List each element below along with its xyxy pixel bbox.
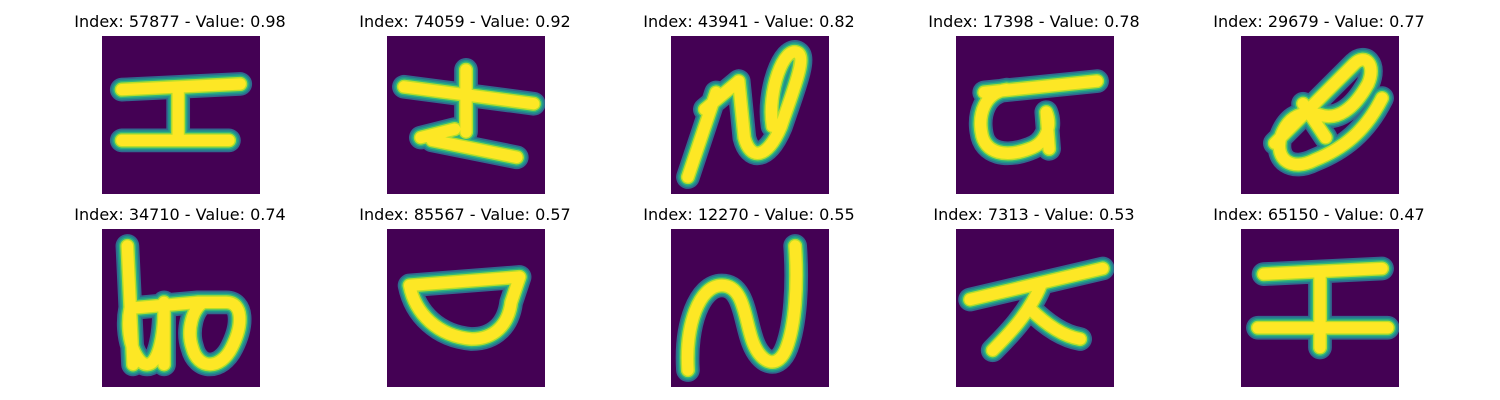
image-cell: Index: 85567 - Value: 0.57 xyxy=(335,205,595,385)
image-cell: Index: 17398 - Value: 0.78 xyxy=(904,12,1164,192)
character-image xyxy=(1241,229,1399,387)
image-cell: Index: 74059 - Value: 0.92 xyxy=(335,12,595,192)
image-title: Index: 74059 - Value: 0.92 xyxy=(335,12,595,32)
character-image xyxy=(102,229,260,387)
character-image xyxy=(671,36,829,194)
character-image xyxy=(1241,36,1399,194)
image-cell: Index: 7313 - Value: 0.53 xyxy=(904,205,1164,385)
image-title: Index: 12270 - Value: 0.55 xyxy=(619,205,879,225)
image-cell: Index: 12270 - Value: 0.55 xyxy=(619,205,879,385)
character-image xyxy=(387,229,545,387)
image-title: Index: 34710 - Value: 0.74 xyxy=(50,205,310,225)
image-title: Index: 43941 - Value: 0.82 xyxy=(619,12,879,32)
image-cell: Index: 57877 - Value: 0.98 xyxy=(50,12,310,192)
character-image xyxy=(102,36,260,194)
image-title: Index: 65150 - Value: 0.47 xyxy=(1189,205,1449,225)
character-image xyxy=(671,229,829,387)
character-image xyxy=(387,36,545,194)
character-image xyxy=(956,36,1114,194)
image-cell: Index: 65150 - Value: 0.47 xyxy=(1189,205,1449,385)
image-title: Index: 85567 - Value: 0.57 xyxy=(335,205,595,225)
character-image xyxy=(956,229,1114,387)
image-cell: Index: 34710 - Value: 0.74 xyxy=(50,205,310,385)
image-cell: Index: 43941 - Value: 0.82 xyxy=(619,12,879,192)
image-title: Index: 7313 - Value: 0.53 xyxy=(904,205,1164,225)
image-title: Index: 17398 - Value: 0.78 xyxy=(904,12,1164,32)
image-title: Index: 29679 - Value: 0.77 xyxy=(1189,12,1449,32)
image-cell: Index: 29679 - Value: 0.77 xyxy=(1189,12,1449,192)
image-title: Index: 57877 - Value: 0.98 xyxy=(50,12,310,32)
